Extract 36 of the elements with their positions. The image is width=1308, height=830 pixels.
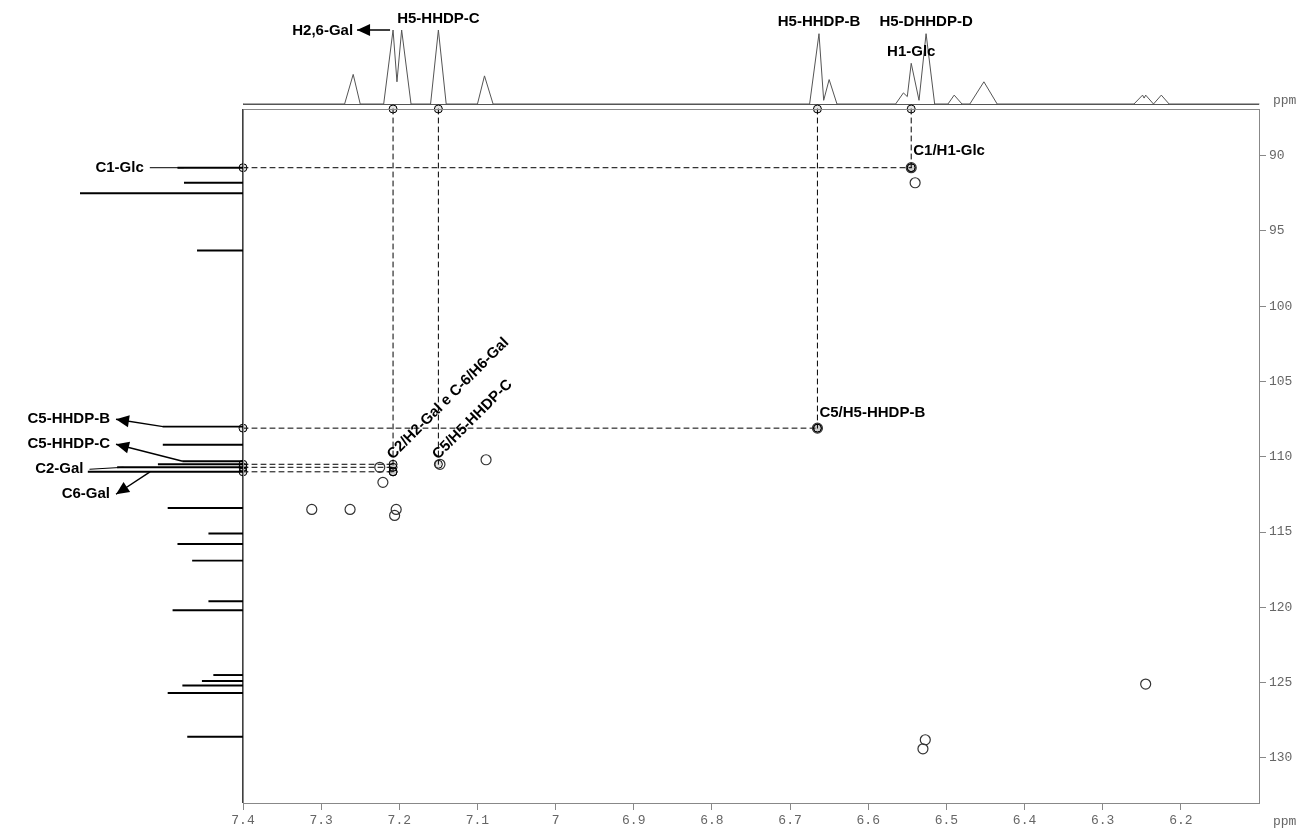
x-tick-label: 6.8 bbox=[700, 813, 724, 829]
x-tick-label: 7 bbox=[551, 813, 560, 829]
y-tick-label: 95 bbox=[1269, 223, 1285, 239]
annotation: C6-Gal bbox=[61, 484, 110, 502]
annotation: C1/H1-Glc bbox=[913, 140, 985, 158]
x-tick-label: 7.3 bbox=[309, 813, 333, 829]
x-tick-label: 6.7 bbox=[778, 813, 802, 829]
x-tick-label: 6.4 bbox=[1012, 813, 1037, 829]
annotation: C1-Glc bbox=[95, 157, 144, 175]
x-tick-label: 6.3 bbox=[1090, 813, 1115, 829]
annotation: C2-Gal bbox=[35, 459, 84, 477]
y-tick-label: 115 bbox=[1269, 524, 1293, 540]
x-tick-label: 6.2 bbox=[1169, 813, 1193, 829]
annotation: H5-HHDP-C bbox=[397, 8, 480, 26]
x-tick-label: 7.4 bbox=[231, 813, 255, 829]
annotation: H5-HHDP-B bbox=[777, 12, 861, 30]
x-tick-label: 6.9 bbox=[622, 813, 646, 829]
y-tick-label: 130 bbox=[1269, 750, 1293, 766]
y-tick-label: 90 bbox=[1269, 148, 1285, 164]
y-axis-title: ppm bbox=[1273, 92, 1297, 108]
annotation: C5/H5-HHDP-B bbox=[819, 402, 926, 420]
y-tick-label: 125 bbox=[1269, 675, 1293, 690]
x-tick-label: 6.6 bbox=[856, 813, 880, 829]
annotation: H5-DHHDP-D bbox=[879, 12, 973, 30]
annotation: H1-Glc bbox=[887, 41, 936, 59]
x-tick-label: 7.1 bbox=[465, 813, 490, 829]
annotation: H2,6-Gal bbox=[292, 20, 354, 38]
annotation: C5-HHDP-B bbox=[27, 409, 111, 427]
x-tick-label: 7.2 bbox=[387, 813, 412, 829]
x-tick-label: 6.5 bbox=[934, 813, 959, 829]
y-tick-label: 120 bbox=[1269, 599, 1293, 615]
x-axis-title: ppm bbox=[1273, 813, 1297, 829]
annotation: C5-HHDP-C bbox=[27, 434, 111, 452]
y-tick-label: 100 bbox=[1269, 298, 1293, 314]
y-tick-label: 105 bbox=[1269, 373, 1293, 389]
y-tick-label: 110 bbox=[1269, 449, 1293, 465]
